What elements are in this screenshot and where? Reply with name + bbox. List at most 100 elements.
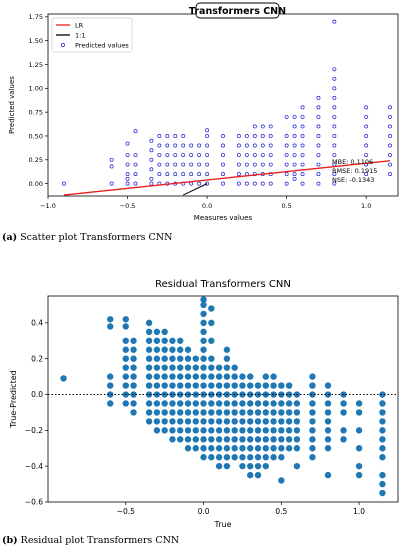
data-point xyxy=(145,382,153,389)
data-point xyxy=(122,323,129,330)
data-point xyxy=(300,153,305,157)
data-point xyxy=(177,364,184,371)
data-point xyxy=(270,409,277,416)
x-axis-label: True xyxy=(214,520,232,529)
data-point xyxy=(208,319,215,327)
data-point xyxy=(247,454,254,461)
data-point xyxy=(208,418,215,425)
data-point xyxy=(239,400,246,407)
data-point xyxy=(247,373,254,380)
data-point xyxy=(169,373,176,380)
data-point xyxy=(293,400,301,407)
data-point xyxy=(239,454,246,461)
x-tick-label: 0.5 xyxy=(281,202,291,210)
data-point xyxy=(181,134,186,138)
data-point xyxy=(153,409,161,416)
y-axis-label: Predicted values xyxy=(8,76,16,134)
data-point xyxy=(200,355,207,362)
data-point xyxy=(252,172,257,177)
data-point xyxy=(223,454,231,461)
data-point xyxy=(208,445,215,452)
data-point xyxy=(149,176,154,181)
data-point xyxy=(270,454,277,461)
data-point xyxy=(239,418,246,425)
data-point xyxy=(252,143,257,148)
data-point xyxy=(355,400,363,407)
data-point xyxy=(262,418,269,425)
data-point xyxy=(145,400,153,407)
data-point xyxy=(292,162,297,167)
data-point xyxy=(157,143,162,148)
data-point xyxy=(130,346,137,353)
data-point xyxy=(184,418,192,425)
y-tick-label: 1.25 xyxy=(29,61,43,69)
data-point xyxy=(130,337,137,344)
data-point xyxy=(200,301,207,309)
data-point xyxy=(247,445,254,452)
data-point xyxy=(200,382,207,389)
data-point xyxy=(130,373,137,380)
data-point xyxy=(262,436,269,443)
data-point xyxy=(181,143,186,148)
data-point xyxy=(177,436,184,443)
data-point xyxy=(177,373,184,380)
data-point xyxy=(184,364,192,371)
data-point xyxy=(192,409,199,416)
data-point xyxy=(316,153,321,157)
legend-frame xyxy=(51,17,133,53)
chart-title: Residual Transformers CNN xyxy=(155,279,291,290)
data-point xyxy=(309,454,316,461)
data-point xyxy=(270,445,277,452)
data-point xyxy=(239,427,246,434)
metric-text: RMSE: 0.1915 xyxy=(332,167,377,175)
caption-b-label: (b) xyxy=(2,535,18,546)
data-point xyxy=(388,114,392,119)
data-point xyxy=(221,134,225,138)
data-point xyxy=(355,409,363,416)
data-point xyxy=(340,427,347,434)
legend-points-label: Predicted values xyxy=(75,42,129,50)
data-point xyxy=(268,134,273,138)
data-point xyxy=(270,373,277,380)
data-point xyxy=(205,143,210,148)
data-point xyxy=(293,409,301,416)
data-point xyxy=(254,427,262,434)
data-point xyxy=(252,162,257,167)
data-point xyxy=(293,445,301,452)
data-point xyxy=(379,400,386,407)
data-point xyxy=(332,86,337,91)
data-point xyxy=(200,373,207,380)
data-point xyxy=(205,134,210,138)
data-point xyxy=(293,418,301,425)
data-point xyxy=(133,153,138,157)
data-point xyxy=(165,153,170,157)
data-point xyxy=(252,153,257,157)
data-point xyxy=(262,409,269,416)
data-point xyxy=(173,134,178,138)
data-point xyxy=(236,134,241,138)
data-point xyxy=(169,391,176,398)
legend-lr-label: LR xyxy=(75,22,84,30)
data-point xyxy=(125,176,130,181)
data-point xyxy=(340,400,347,407)
data-point xyxy=(332,76,337,81)
data-point xyxy=(284,181,289,186)
data-point xyxy=(122,355,129,362)
metric-text: MBE: 0.1106 xyxy=(332,158,373,166)
x-tick-label: 0.0 xyxy=(198,507,210,516)
data-point xyxy=(107,391,114,398)
data-point xyxy=(192,382,199,389)
data-point xyxy=(316,134,321,138)
data-point xyxy=(221,153,225,157)
data-point xyxy=(247,382,254,389)
data-point xyxy=(221,181,225,186)
data-point xyxy=(192,427,199,434)
data-point xyxy=(285,436,293,443)
data-point xyxy=(284,143,289,148)
data-point xyxy=(107,382,114,389)
data-point xyxy=(293,436,301,443)
data-point xyxy=(309,409,316,416)
data-point xyxy=(285,427,293,434)
x-tick-label: −0.5 xyxy=(117,507,135,516)
data-point xyxy=(236,181,241,186)
